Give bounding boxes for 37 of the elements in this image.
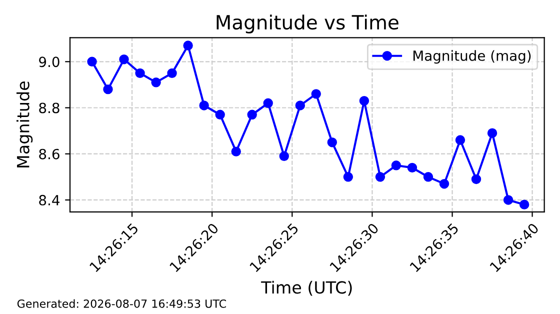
point — [407, 162, 418, 173]
x-axis-title: Time (UTC) — [261, 280, 352, 296]
point — [231, 146, 241, 156]
point — [247, 110, 257, 120]
y-tick-label: 8.8 — [39, 102, 60, 114]
point — [359, 96, 370, 106]
point — [375, 172, 386, 182]
point — [279, 151, 289, 162]
point — [503, 195, 514, 205]
point — [199, 100, 209, 110]
point — [487, 128, 498, 138]
point — [327, 137, 338, 148]
point — [439, 178, 450, 189]
y-tick-label: 8.4 — [39, 194, 60, 206]
chart-title: Magnitude vs Time — [216, 14, 398, 34]
point — [471, 174, 482, 184]
legend-label: Magnitude (mag) — [413, 50, 531, 64]
point — [87, 56, 97, 67]
y-tick-label: 9.0 — [39, 56, 60, 68]
point — [311, 89, 321, 99]
point — [151, 78, 161, 88]
point — [295, 100, 306, 110]
point — [391, 160, 402, 170]
y-axis-title: Magnitude — [16, 82, 33, 168]
point — [103, 84, 113, 94]
point — [135, 68, 145, 78]
point — [519, 200, 530, 210]
point — [183, 40, 193, 50]
text: Generated: 2026-08-07 16:49:53 UTC — [17, 299, 226, 308]
point — [455, 135, 466, 145]
point — [263, 98, 273, 108]
point — [119, 54, 129, 64]
point — [343, 172, 354, 182]
point — [167, 68, 177, 78]
point — [215, 110, 225, 120]
y-tick-label: 8.6 — [39, 148, 60, 160]
point — [423, 172, 434, 182]
